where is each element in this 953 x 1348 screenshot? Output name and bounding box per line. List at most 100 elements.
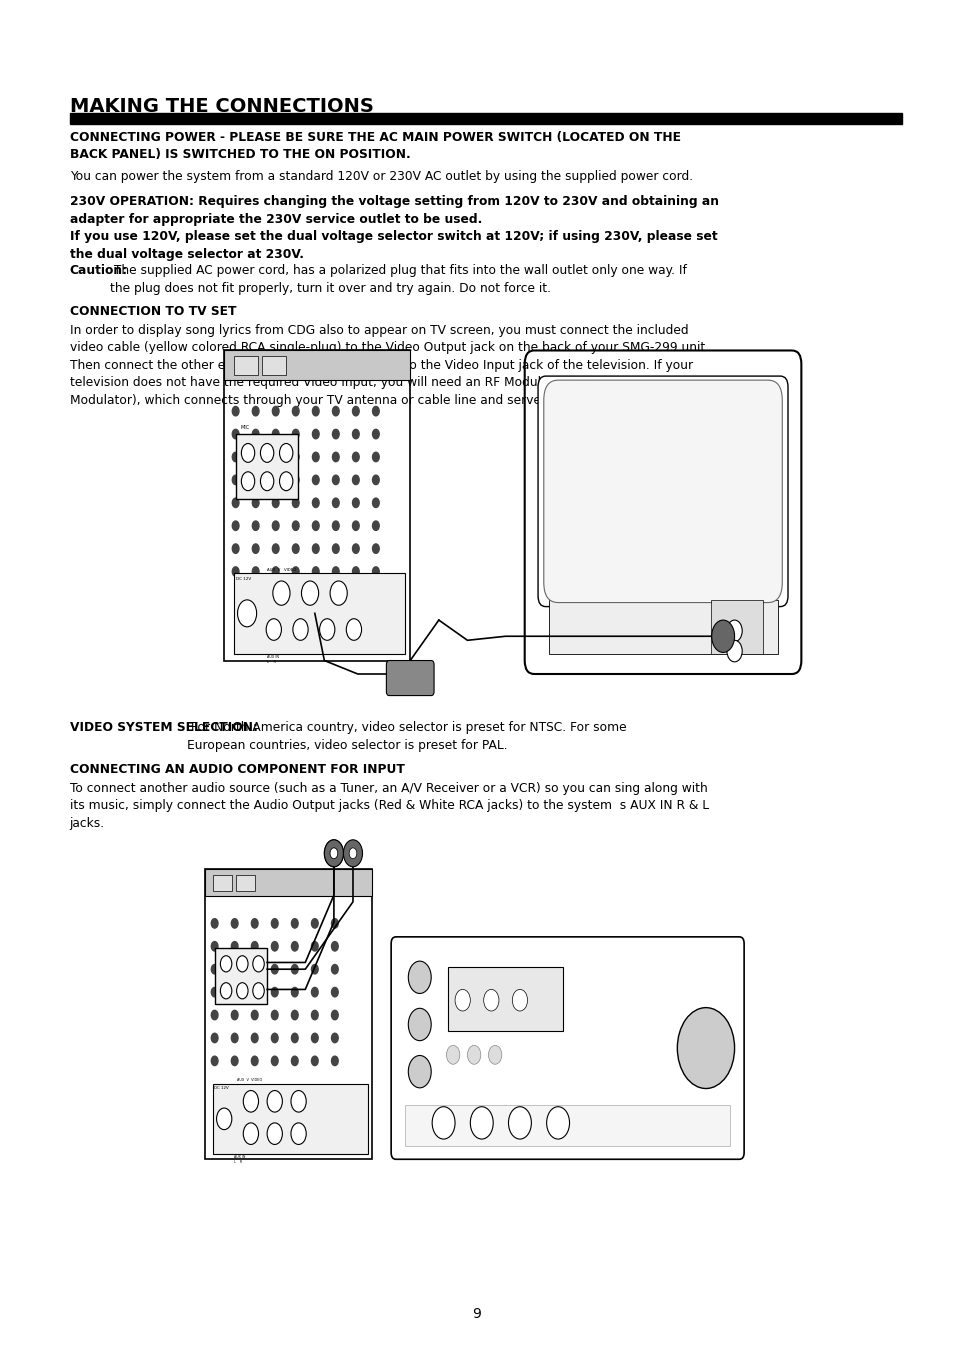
Circle shape [312,520,318,530]
Circle shape [252,941,257,952]
Circle shape [291,987,297,998]
Circle shape [260,443,274,462]
Text: AUX IN
L    R: AUX IN L R [233,1155,245,1163]
Text: For North America country, video selector is preset for NTSC. For some
European : For North America country, video selecto… [187,721,625,752]
Circle shape [220,956,232,972]
Text: CONNECTING AN AUDIO COMPONENT FOR INPUT: CONNECTING AN AUDIO COMPONENT FOR INPUT [70,763,404,776]
Text: You can power the system from a standard 120V or 230V AC outlet by using the sup: You can power the system from a standard… [70,170,692,183]
Text: In order to display song lyrics from CDG also to appear on TV screen, you must c: In order to display song lyrics from CDG… [70,324,708,407]
Circle shape [252,429,259,439]
Circle shape [331,965,337,973]
Circle shape [508,1107,531,1139]
Circle shape [252,566,259,577]
Circle shape [252,1057,257,1065]
Circle shape [408,1008,431,1041]
Circle shape [352,545,358,553]
Circle shape [332,476,338,485]
Bar [224,350,410,661]
Circle shape [272,965,278,973]
Circle shape [312,566,318,577]
Circle shape [211,919,217,927]
Circle shape [301,581,318,605]
Circle shape [330,581,347,605]
Bar [448,967,562,1031]
Circle shape [237,600,256,627]
Circle shape [211,941,217,952]
Circle shape [312,407,318,415]
Circle shape [292,453,298,461]
Circle shape [272,941,278,952]
Circle shape [372,407,379,415]
Circle shape [677,1008,734,1089]
Circle shape [291,941,297,952]
Bar [70,113,901,124]
Circle shape [233,545,238,553]
Circle shape [252,987,257,998]
Circle shape [272,1057,278,1065]
Text: Caution:: Caution: [70,264,128,278]
Circle shape [291,1123,306,1144]
Circle shape [233,520,238,530]
Circle shape [352,566,358,577]
Circle shape [330,848,337,859]
Circle shape [319,619,335,640]
Circle shape [312,545,318,553]
Circle shape [236,956,248,972]
Circle shape [273,545,278,553]
Text: The supplied AC power cord, has a polarized plug that fits into the wall outlet : The supplied AC power cord, has a polari… [111,264,686,295]
Circle shape [372,566,379,577]
Circle shape [291,1011,297,1019]
Circle shape [252,476,259,485]
Circle shape [408,1055,431,1088]
Circle shape [273,497,278,507]
Circle shape [343,840,362,867]
Circle shape [311,1057,318,1065]
Circle shape [467,1046,480,1065]
Text: DC 12V: DC 12V [235,577,251,581]
Circle shape [311,1033,318,1043]
Circle shape [408,961,431,993]
Circle shape [512,989,527,1011]
Text: AUX IN
L    R: AUX IN L R [267,655,279,663]
FancyBboxPatch shape [543,380,781,603]
Bar [235,875,254,891]
Circle shape [332,407,338,415]
Circle shape [332,520,338,530]
Circle shape [331,1033,337,1043]
Circle shape [233,476,238,485]
FancyBboxPatch shape [524,350,801,674]
Circle shape [252,1033,257,1043]
Circle shape [291,1091,306,1112]
Bar [235,434,297,499]
Circle shape [352,520,358,530]
Circle shape [279,472,293,491]
Bar [233,573,405,654]
Bar [710,600,762,654]
Text: MAKING THE CONNECTIONS: MAKING THE CONNECTIONS [70,97,374,116]
Circle shape [273,453,278,461]
Circle shape [372,453,379,461]
Circle shape [291,919,297,927]
Circle shape [312,453,318,461]
Circle shape [432,1107,455,1139]
Text: 230V OPERATION: Requires changing the voltage setting from 120V to 230V and obta: 230V OPERATION: Requires changing the vo… [70,195,718,262]
Bar [405,1105,729,1146]
Circle shape [233,453,238,461]
Circle shape [311,987,318,998]
Circle shape [352,476,358,485]
Circle shape [273,520,278,530]
Bar [224,350,410,380]
Circle shape [332,453,338,461]
Circle shape [241,472,254,491]
Text: CONNECTING POWER - PLEASE BE SURE THE AC MAIN POWER SWITCH (LOCATED ON THE
BACK : CONNECTING POWER - PLEASE BE SURE THE AC… [70,131,679,162]
Circle shape [372,429,379,439]
Circle shape [311,941,318,952]
Circle shape [331,987,337,998]
FancyBboxPatch shape [391,937,743,1159]
Circle shape [352,497,358,507]
Circle shape [231,965,237,973]
Circle shape [291,965,297,973]
Circle shape [253,983,264,999]
Circle shape [273,581,290,605]
Circle shape [455,989,470,1011]
